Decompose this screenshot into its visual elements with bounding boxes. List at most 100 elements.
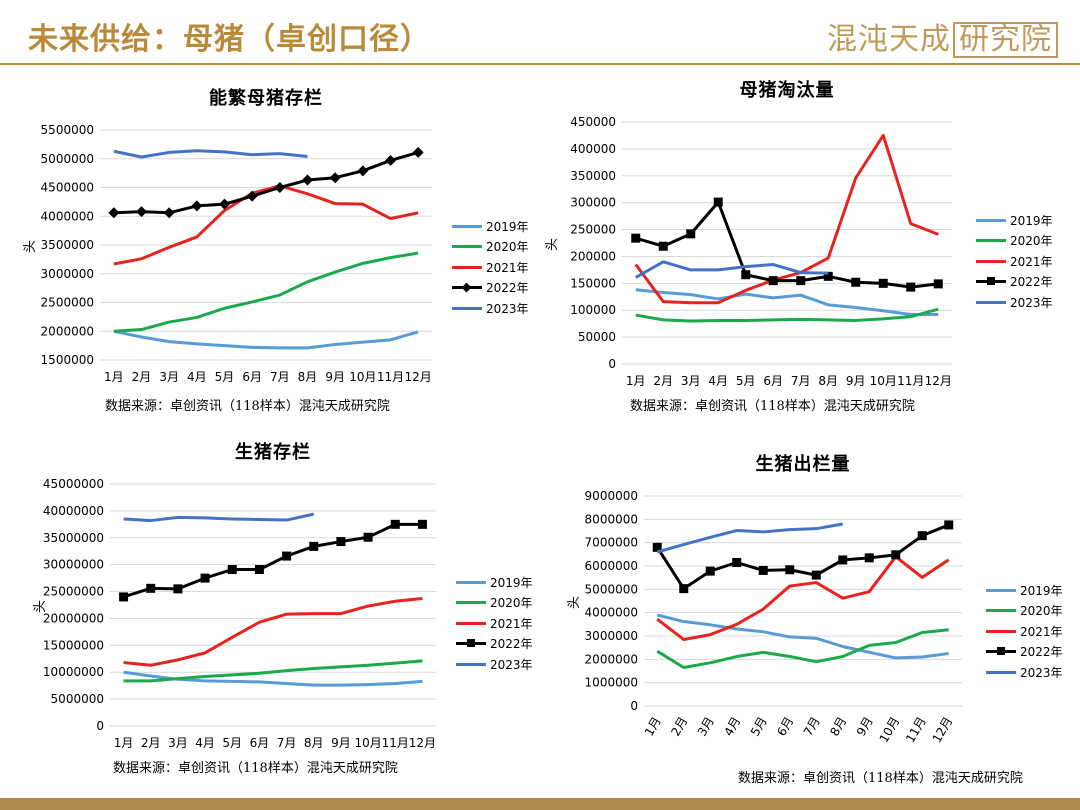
- y-tick-label: 20000000: [43, 611, 104, 625]
- y-axis-label: 头: [23, 239, 39, 254]
- brand-logo: 混沌天成 研究院: [827, 14, 1058, 58]
- x-tick-label: 1月: [114, 736, 134, 750]
- x-tick-label: 1月: [104, 370, 124, 384]
- data-point: [838, 555, 848, 565]
- x-tick-label: 9月: [325, 370, 345, 384]
- legend-swatch: [986, 647, 1016, 656]
- legend-label: 2019年: [1020, 583, 1063, 598]
- y-tick-label: 2000000: [41, 324, 94, 338]
- data-point: [713, 197, 723, 207]
- legend-label: 2022年: [1010, 275, 1053, 290]
- data-point: [864, 553, 874, 563]
- data-point: [631, 233, 641, 243]
- y-tick-label: 4500000: [41, 181, 94, 195]
- data-point: [878, 278, 888, 288]
- x-tick-label: 3月: [168, 736, 188, 750]
- legend-swatch: [986, 588, 1016, 592]
- legend-marker: [997, 647, 1005, 656]
- legend-label: 2022年: [490, 637, 533, 652]
- legend-label: 2019年: [490, 575, 533, 590]
- data-point: [944, 520, 954, 530]
- data-point: [732, 558, 742, 567]
- y-tick-label: 350000: [570, 169, 616, 183]
- series-line-2019年: [123, 670, 423, 687]
- data-point: [336, 537, 346, 547]
- x-tick-label: 5月: [222, 736, 242, 750]
- x-tick-label: 5月: [215, 370, 235, 384]
- chart-title: 能繁母猪存栏: [209, 88, 323, 109]
- legend-marker: [467, 639, 475, 648]
- data-point: [658, 241, 668, 251]
- chart-title: 生猪出栏量: [755, 454, 851, 475]
- legend-swatch: [452, 245, 482, 249]
- legend-item: 2020年: [456, 593, 533, 614]
- series-line-2021年: [656, 555, 950, 641]
- y-tick-label: 450000: [570, 115, 616, 129]
- data-point: [254, 565, 264, 575]
- data-point: [163, 207, 175, 219]
- y-tick-label: 3000000: [41, 267, 94, 281]
- legend-item: 2022年: [456, 634, 533, 655]
- legend-item: 2021年: [456, 613, 533, 634]
- legend-item: 2023年: [986, 662, 1063, 683]
- x-tick-label: 12月: [925, 374, 952, 388]
- legend-swatch: [976, 300, 1006, 304]
- page-title: 未来供给：母猪（卓创口径）: [28, 22, 431, 57]
- legend-item: 2019年: [976, 210, 1053, 231]
- x-tick-label: 2月: [653, 374, 673, 388]
- legend-swatch: [456, 580, 486, 584]
- legend-item: 2020年: [976, 231, 1053, 252]
- legend-swatch: [452, 282, 482, 293]
- legend-label: 2021年: [486, 260, 529, 275]
- x-tick-label: 4月: [708, 374, 728, 388]
- slide-header: 未来供给：母猪（卓创口径） 混沌天成 研究院: [0, 0, 1080, 65]
- legend-label: 2022年: [1020, 645, 1063, 660]
- series-line-2022年: [655, 523, 950, 591]
- series-line-2023年: [635, 260, 829, 279]
- legend-item: 2021年: [452, 257, 529, 278]
- series-line-2019年: [635, 288, 939, 317]
- y-tick-label: 10000000: [43, 665, 104, 679]
- x-tick-label: 2月: [141, 736, 161, 750]
- series-line-2020年: [123, 659, 423, 683]
- x-tick-label: 4月: [187, 370, 207, 384]
- data-point: [811, 570, 821, 580]
- chart-legend: 2019年 2020年 2021年 2022年 2023年: [986, 580, 1063, 683]
- x-tick-label: 9月: [846, 374, 866, 388]
- x-tick-label: 5月: [748, 715, 770, 739]
- y-tick-label: 3000000: [585, 629, 638, 643]
- data-point: [796, 276, 806, 286]
- data-point: [891, 550, 901, 560]
- legend-label: 2019年: [486, 219, 529, 234]
- x-tick-label: 6月: [242, 370, 262, 384]
- y-tick-label: 0: [630, 699, 638, 713]
- data-point: [823, 271, 833, 281]
- legend-swatch: [986, 629, 1016, 633]
- x-tick-label: 6月: [763, 374, 783, 388]
- legend-item: 2019年: [456, 572, 533, 593]
- legend-label: 2020年: [486, 240, 529, 255]
- legend-label: 2021年: [490, 616, 533, 631]
- y-tick-label: 35000000: [43, 531, 104, 545]
- data-point: [741, 270, 751, 280]
- data-point: [108, 207, 120, 219]
- y-tick-label: 3500000: [41, 238, 94, 252]
- y-axis-label: 头: [545, 237, 561, 252]
- x-tick-label: 10月: [870, 374, 897, 388]
- y-tick-label: 5000000: [41, 152, 94, 166]
- brand-text: 混沌天成: [827, 22, 951, 57]
- data-point: [705, 566, 715, 576]
- legend-item: 2019年: [986, 580, 1063, 601]
- legend-item: 2020年: [452, 237, 529, 258]
- x-tick-label: 11月: [897, 374, 924, 388]
- footer-bar: [0, 798, 1080, 810]
- y-tick-label: 25000000: [43, 585, 104, 599]
- y-tick-label: 8000000: [585, 512, 638, 526]
- x-tick-label: 8月: [818, 374, 838, 388]
- data-point: [227, 565, 237, 575]
- x-tick-label: 3月: [695, 715, 717, 739]
- legend-label: 2023年: [1020, 665, 1063, 680]
- legend-label: 2019年: [1010, 213, 1053, 228]
